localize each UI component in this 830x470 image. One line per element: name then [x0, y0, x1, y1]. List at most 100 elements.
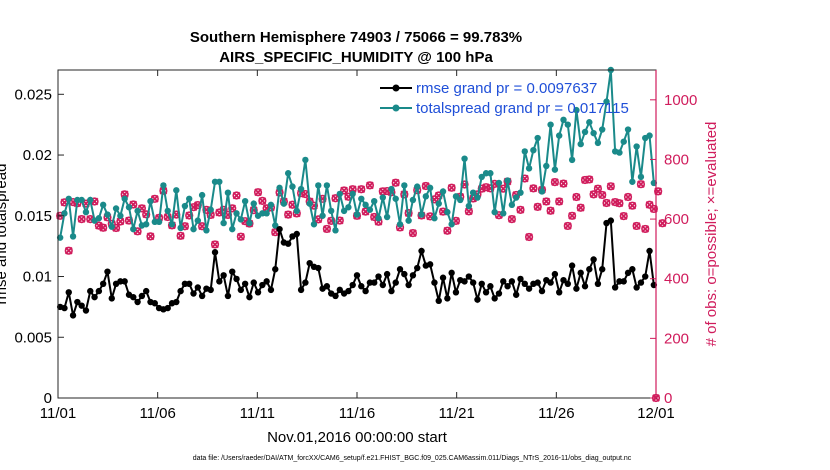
obs-evaluated-marker — [568, 211, 576, 220]
totalspread-point — [491, 208, 498, 216]
x-tick-label: 11/26 — [538, 405, 574, 422]
rmse-point — [512, 291, 520, 298]
rmse-point — [521, 280, 528, 288]
obs-possible-marker — [524, 232, 534, 242]
rmse-point — [220, 272, 227, 279]
totalspread-series — [56, 66, 658, 241]
rmse-point — [525, 285, 533, 292]
totalspread-point — [289, 183, 296, 190]
obs-possible-marker — [507, 214, 516, 224]
totalspread-point — [599, 126, 606, 133]
obs-evaluated-marker — [258, 197, 267, 205]
totalspread-point — [469, 189, 477, 196]
obs-possible-marker — [486, 184, 495, 193]
obs-possible-marker — [632, 221, 641, 231]
obs-evaluated-marker — [615, 199, 624, 208]
totalspread-point — [461, 155, 468, 162]
rmse-point — [607, 217, 615, 224]
obs-possible-marker — [327, 216, 336, 225]
y-right-tick-label: 400 — [664, 271, 689, 288]
rmse-point — [267, 286, 275, 294]
totalspread-point — [616, 149, 623, 156]
rmse-point — [396, 266, 404, 273]
totalspread-point — [508, 201, 516, 209]
totalspread-point — [125, 204, 133, 211]
totalspread-point — [495, 179, 503, 187]
totalspread-point — [366, 206, 374, 213]
rmse-point — [517, 275, 524, 283]
rmse-point — [487, 283, 494, 290]
totalspread-point — [448, 221, 455, 228]
totalspread-point — [207, 206, 214, 213]
rmse-point — [186, 280, 193, 288]
rmse-point — [198, 292, 206, 300]
totalspread-point — [220, 219, 227, 227]
totalspread-point — [418, 211, 425, 218]
totalspread-point — [637, 173, 645, 181]
obs-evaluated-marker — [624, 193, 632, 201]
rmse-point — [646, 247, 653, 255]
totalspread-point — [246, 219, 253, 227]
chart-title-line1: Southern Hemisphere 74903 / 75066 = 99.7… — [190, 29, 522, 46]
obs-possible-marker — [619, 212, 628, 221]
totalspread-point — [586, 119, 593, 126]
rmse-point — [349, 281, 356, 289]
rmse-point — [556, 289, 563, 296]
totalspread-point — [474, 194, 481, 201]
totalspread-point — [142, 221, 150, 228]
obs-evaluated-marker — [95, 221, 103, 230]
obs-evaluated-marker — [525, 233, 533, 241]
totalspread-point — [349, 190, 356, 198]
totalspread-point — [134, 207, 141, 215]
obs-possible-marker — [258, 196, 267, 206]
rmse-point — [87, 287, 94, 295]
rmse-point — [469, 279, 477, 286]
rmse-point — [276, 225, 283, 233]
y-left-tick-label: 0.02 — [23, 147, 52, 164]
obs-evaluated-marker — [508, 215, 516, 223]
totalspread-point — [121, 195, 128, 202]
rmse-point — [599, 266, 606, 273]
rmse-point — [590, 256, 597, 263]
totalspread-point — [556, 132, 563, 139]
obs-evaluated-marker — [602, 199, 611, 207]
rmse-point — [293, 230, 300, 238]
totalspread-point — [198, 191, 206, 199]
obs-evaluated-marker — [559, 179, 568, 188]
x-tick-label: 11/01 — [40, 405, 76, 422]
rmse-point — [297, 286, 305, 294]
obs-evaluated-marker — [546, 206, 555, 215]
obs-possible-marker — [615, 199, 624, 208]
totalspread-point — [401, 182, 408, 189]
rmse-point — [414, 264, 421, 272]
y-axis-left-label: rmse and totalspread — [0, 164, 10, 305]
totalspread-point — [190, 225, 197, 233]
rmse-point — [211, 249, 219, 256]
totalspread-point — [581, 128, 589, 136]
obs-possible-marker — [253, 188, 263, 197]
obs-evaluated-marker — [589, 190, 598, 199]
rmse-point — [594, 280, 602, 288]
rmse-point — [431, 279, 438, 286]
rmse-point — [336, 286, 343, 294]
obs-evaluated-marker — [542, 197, 551, 206]
totalspread-point — [263, 210, 270, 217]
obs-evaluated-marker — [529, 184, 538, 193]
totalspread-point — [525, 165, 533, 172]
rmse-point — [504, 283, 511, 290]
totalspread-point — [336, 190, 343, 198]
rmse-point — [306, 259, 313, 267]
obs-evaluated-marker — [64, 246, 73, 255]
obs-evaluated-marker — [585, 175, 594, 184]
totalspread-point — [362, 201, 369, 209]
obs-evaluated-marker — [576, 203, 585, 212]
obs-possible-marker — [64, 246, 73, 255]
obs-evaluated-marker — [443, 226, 452, 235]
rmse-point — [551, 270, 559, 278]
totalspread-point — [56, 234, 64, 241]
obs-possible-marker — [546, 206, 555, 215]
rmse-point — [130, 293, 137, 301]
rmse-point — [332, 292, 339, 300]
obs-possible-marker — [77, 214, 86, 224]
totalspread-point — [306, 200, 313, 207]
